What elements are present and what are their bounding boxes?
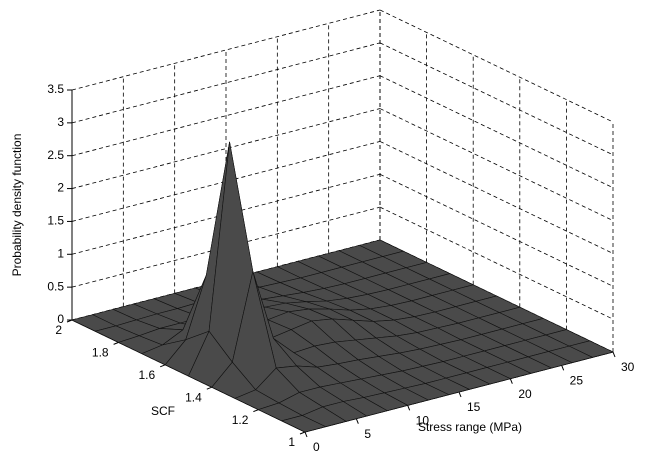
x-tick-label: 25	[570, 374, 584, 388]
grid-line	[379, 141, 614, 254]
y-tick-label: 1	[288, 435, 295, 449]
z-tick-label: 1.5	[47, 214, 64, 228]
z-tick-label: 3.5	[47, 82, 64, 96]
y-tick	[160, 364, 166, 368]
x-tick-label: 30	[621, 360, 635, 374]
z-tick-label: 3	[57, 115, 64, 129]
z-tick-label: 0	[57, 312, 64, 326]
x-tick	[561, 365, 565, 371]
grid-line	[379, 42, 614, 156]
x-tick	[355, 418, 359, 424]
x-tick	[458, 391, 462, 398]
z-tick-label: 2	[57, 181, 64, 195]
x-tick-label: 0	[313, 440, 320, 454]
x-tick-label: 5	[364, 427, 371, 441]
y-tick	[113, 341, 119, 345]
y-tick-label: 1.6	[139, 368, 156, 382]
grid-line	[71, 9, 381, 91]
y-tick	[299, 431, 306, 435]
x-axis-label: Stress range (MPa)	[418, 420, 522, 434]
y-tick-label: 1.2	[232, 413, 249, 427]
y-tick-label: 1.4	[185, 390, 202, 404]
x-tick-label: 20	[518, 387, 532, 401]
x-tick-label: 15	[467, 400, 481, 414]
z-axis-label: Probability density function	[10, 134, 24, 277]
y-axis-label: SCF	[151, 404, 175, 418]
y-tick	[66, 319, 73, 323]
x-tick	[612, 351, 616, 358]
grid-line	[379, 108, 614, 221]
grid-line	[379, 9, 614, 123]
y-tick	[253, 409, 259, 413]
grid-line	[379, 206, 614, 320]
y-tick	[206, 386, 212, 390]
z-tick-label: 2.5	[47, 148, 64, 162]
grid-line	[379, 75, 614, 189]
x-tick-label: 10	[416, 414, 430, 428]
grid-line	[379, 173, 614, 287]
x-tick	[304, 431, 308, 438]
surface-cell	[280, 415, 327, 433]
x-tick	[407, 405, 411, 411]
z-tick-label: 1	[57, 246, 64, 260]
y-tick-label: 1.8	[92, 346, 109, 360]
z-tick-label: 0.5	[47, 279, 64, 293]
x-tick	[509, 378, 513, 384]
y-tick-label: 2	[55, 323, 62, 337]
